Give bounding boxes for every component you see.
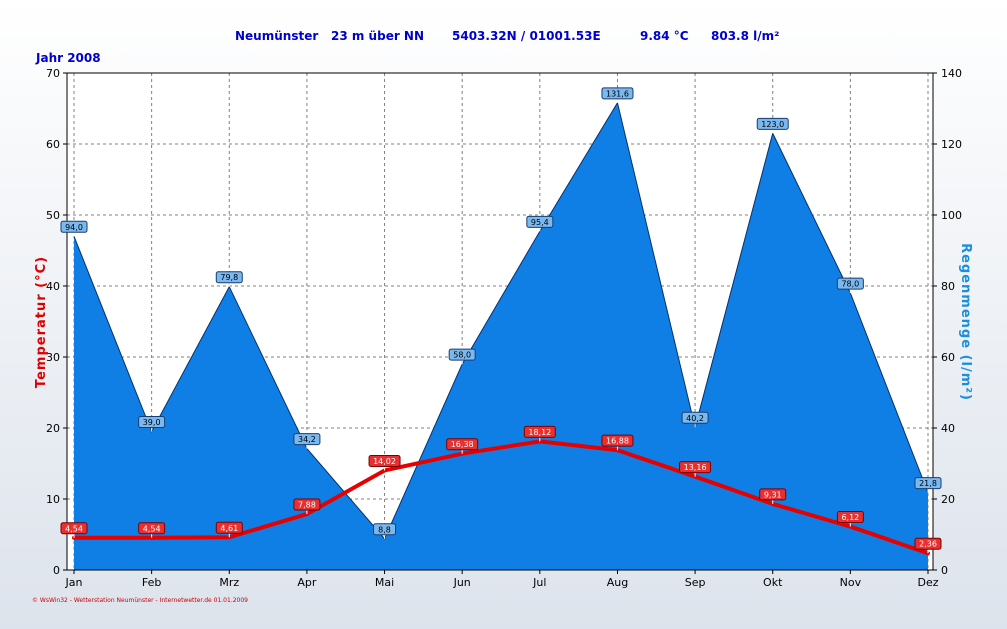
- rain-label-box: [914, 477, 942, 490]
- x-tick-label: Feb: [142, 576, 161, 589]
- x-tick-label: Dez: [917, 576, 938, 589]
- y2-tick-label: 140: [941, 67, 962, 80]
- x-tick-label: Okt: [763, 576, 783, 589]
- rain-outline: [73, 101, 929, 540]
- rain-area: [74, 102, 928, 570]
- x-tick-label: Aug: [607, 576, 628, 589]
- rain-data-label: 131,6: [606, 89, 629, 98]
- header-altitude: 23 m über NN: [331, 29, 424, 43]
- rain-label-box: [293, 433, 321, 446]
- rain-label-box: [601, 87, 634, 100]
- temp-data-label: 16,88: [606, 437, 629, 446]
- x-tick-label: Mai: [375, 576, 394, 589]
- y2-tick-label: 60: [941, 351, 955, 364]
- temp-label-box: [215, 521, 243, 534]
- y2-tick-label: 20: [941, 493, 955, 506]
- y2-tick-label: 80: [941, 280, 955, 293]
- temp-label-box: [914, 537, 942, 550]
- temperature-series: [72, 439, 930, 556]
- rain-data-label: 94,0: [65, 223, 83, 232]
- header-coords: 5403.32N / 01001.53E: [452, 29, 601, 43]
- rain-label-box: [60, 220, 88, 233]
- temp-label-box: [368, 454, 401, 467]
- rain-label-box: [836, 277, 864, 290]
- y-tick-label: 60: [46, 138, 60, 151]
- y2-tick-label: 40: [941, 422, 955, 435]
- year-label: Jahr 2008: [35, 51, 101, 65]
- rain-data-label: 40,2: [686, 414, 704, 423]
- temp-label-box: [679, 461, 712, 474]
- footer-credit: © WsWin32 - Wetterstation Neumünster - I…: [32, 597, 248, 604]
- rain-data-label: 123,0: [761, 120, 784, 129]
- x-tick-label: Apr: [297, 576, 317, 589]
- y2-tick-label: 120: [941, 138, 962, 151]
- temp-data-label: 18,12: [528, 428, 551, 437]
- x-tick-label: Jun: [453, 576, 471, 589]
- rain-label-box: [373, 523, 397, 536]
- temp-data-label: 4,54: [65, 524, 83, 533]
- y-tick-label: 30: [46, 351, 60, 364]
- temp-data-label: 2,36: [919, 540, 937, 549]
- temp-data-label: 14,02: [373, 457, 396, 466]
- temp-data-label: 13,16: [684, 463, 707, 472]
- rain-label-box: [681, 411, 709, 424]
- temp-data-label: 9,31: [764, 490, 782, 499]
- y-tick-label: 70: [46, 67, 60, 80]
- rain-data-label: 78,0: [841, 280, 859, 289]
- y2-axis-title: Regenmenge (l/m²): [958, 243, 973, 401]
- x-tick-label: Mrz: [219, 576, 239, 589]
- temp-data-label: 4,54: [143, 524, 161, 533]
- y-tick-label: 0: [53, 564, 60, 577]
- y-axis-title: Temperatur (°C): [34, 256, 49, 388]
- rain-data-label: 21,8: [919, 479, 937, 488]
- rain-data-label: 34,2: [298, 435, 316, 444]
- rain-label-box: [526, 215, 554, 228]
- rain-data-label: 58,0: [453, 351, 471, 360]
- header-station: Neumünster: [235, 29, 318, 43]
- y-tick-label: 10: [46, 493, 60, 506]
- y-tick-label: 50: [46, 209, 60, 222]
- temp-label-box: [293, 498, 321, 511]
- temp-data-label: 7,88: [298, 501, 316, 510]
- temp-data-label: 4,61: [220, 524, 238, 533]
- x-tick-label: Sep: [685, 576, 706, 589]
- rain-data-label: 8,8: [378, 525, 391, 534]
- temp-label-box: [759, 488, 787, 501]
- rain-data-label: 79,8: [220, 273, 238, 282]
- axes: 0 10 20 30 40 50 60 70 0 20 40 60 80 100 120 140 Jan Feb M…: [46, 67, 962, 589]
- rain-label-box: [215, 271, 243, 284]
- temp-label-box: [836, 511, 864, 524]
- x-tick-label: Jan: [65, 576, 83, 589]
- rain-label-box: [448, 348, 476, 361]
- temp-data-label: 16,38: [451, 440, 474, 449]
- temp-label-box: [601, 434, 634, 447]
- rain-series: [73, 101, 929, 570]
- temp-data-label: 6,12: [841, 513, 859, 522]
- temperature-line: [72, 439, 930, 556]
- y-tick-label: 20: [46, 422, 60, 435]
- plot-frame: [66, 72, 934, 571]
- header-rain-total: 803.8 l/m²: [711, 29, 779, 43]
- rain-label-box: [138, 416, 166, 429]
- data-labels: 94,0 39,0 79,8 34,2 8,8 58,0 95,4 131,6 40,2 123,…: [60, 87, 942, 554]
- temp-label-box: [523, 425, 556, 438]
- y-tick-label: 40: [46, 280, 60, 293]
- rain-data-label: 39,0: [143, 418, 161, 427]
- header-mean-temp: 9.84 °C: [640, 29, 689, 43]
- temp-label-box: [60, 522, 88, 535]
- y2-tick-label: 0: [941, 564, 948, 577]
- rain-label-box: [756, 117, 789, 130]
- rain-data-label: 95,4: [531, 218, 549, 227]
- y2-tick-label: 100: [941, 209, 962, 222]
- temp-label-box: [138, 522, 166, 535]
- temp-label-box: [446, 438, 479, 451]
- x-tick-label: Jul: [532, 576, 546, 589]
- x-tick-label: Nov: [840, 576, 862, 589]
